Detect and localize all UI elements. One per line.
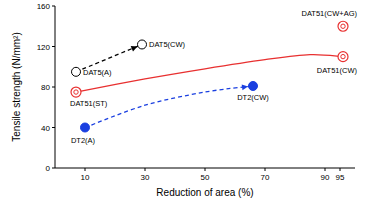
point xyxy=(338,21,348,31)
series-line xyxy=(76,55,343,93)
point xyxy=(71,87,81,97)
marker xyxy=(338,52,348,62)
point-label: DAT5(A) xyxy=(83,68,112,77)
y-tick-label: 120 xyxy=(37,43,51,52)
point-label: DAT51(CW) xyxy=(317,66,358,75)
point-label: DT2(A) xyxy=(71,136,96,145)
x-tick xyxy=(205,168,206,171)
point xyxy=(138,40,147,49)
marker xyxy=(249,81,258,90)
y-axis-label: Tensile strength (N/mm²) xyxy=(11,32,22,141)
point-label: DAT51(CW+AG) xyxy=(302,9,358,18)
point-label: DAT51(ST) xyxy=(70,99,108,108)
marker xyxy=(338,21,348,31)
x-tick xyxy=(85,168,86,171)
point xyxy=(72,67,81,76)
point xyxy=(249,81,258,90)
marker xyxy=(71,87,81,97)
marker xyxy=(138,40,147,49)
x-tick xyxy=(265,168,266,171)
y-tick xyxy=(52,127,55,128)
x-tick-label: 95 xyxy=(336,173,345,182)
marker-inner xyxy=(341,24,345,28)
series-line xyxy=(85,86,253,128)
marker-inner xyxy=(341,54,345,58)
x-tick xyxy=(340,168,341,171)
y-tick xyxy=(52,168,55,169)
point-label: DT2(CW) xyxy=(237,93,269,102)
arrow-head xyxy=(131,46,138,52)
point-labels: DAT5(A) DAT5(CW) DT2(A) DT2(CW) DAT51(ST) DAT… xyxy=(70,9,357,144)
arrow-head xyxy=(242,84,248,90)
marker-inner xyxy=(74,90,78,94)
chart: 0 40 80 120 160 10 30 50 70 90 95 Reduction of area… xyxy=(0,0,380,200)
x-tick-label: 30 xyxy=(141,173,150,182)
y-tick xyxy=(52,6,55,7)
point xyxy=(81,123,90,132)
x-tick xyxy=(325,168,326,171)
y-tick xyxy=(52,87,55,88)
x-tick xyxy=(145,168,146,171)
plot-area xyxy=(71,21,348,132)
y-tick-label: 40 xyxy=(41,124,50,133)
y-tick xyxy=(52,46,55,47)
point xyxy=(338,52,348,62)
marker xyxy=(81,123,90,132)
marker xyxy=(72,67,81,76)
y-tick-label: 0 xyxy=(46,164,51,173)
point-label: DAT5(CW) xyxy=(149,40,186,49)
x-tick-label: 90 xyxy=(321,173,330,182)
x-tick-label: 50 xyxy=(201,173,210,182)
y-tick-label: 160 xyxy=(37,2,51,11)
x-tick-label: 70 xyxy=(261,173,270,182)
x-tick-label: 10 xyxy=(81,173,90,182)
y-tick-label: 80 xyxy=(41,83,50,92)
x-axis-label: Reduction of area (%) xyxy=(156,187,253,198)
